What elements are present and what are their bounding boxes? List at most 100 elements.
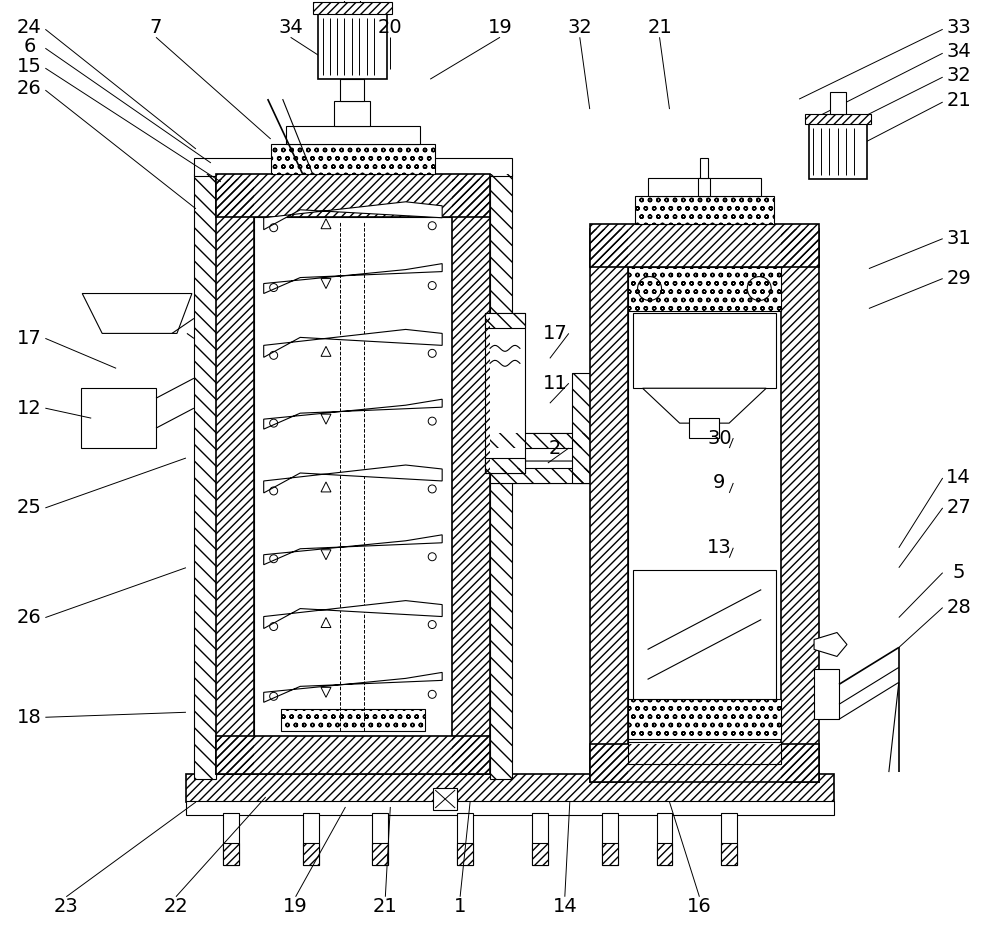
Polygon shape [264, 535, 442, 565]
Bar [700, 158, 708, 178]
Bar [271, 144, 435, 174]
Bar [216, 174, 490, 217]
Bar [809, 124, 867, 179]
Bar [490, 433, 590, 483]
Text: 18: 18 [17, 708, 42, 727]
Bar [433, 788, 457, 810]
Text: 1: 1 [454, 898, 466, 916]
Bar [223, 843, 239, 865]
Text: 12: 12 [17, 399, 42, 417]
Polygon shape [643, 388, 766, 423]
Bar [452, 179, 490, 774]
Text: 21: 21 [373, 898, 398, 916]
Polygon shape [321, 279, 331, 289]
Bar [657, 843, 672, 865]
Text: 26: 26 [17, 608, 42, 628]
Bar [781, 229, 819, 782]
Bar [698, 178, 710, 196]
Bar [721, 843, 737, 865]
Polygon shape [321, 550, 331, 560]
Bar [628, 700, 781, 739]
Bar [532, 843, 548, 865]
Text: 19: 19 [488, 18, 512, 37]
Bar [590, 229, 628, 782]
Bar [281, 709, 425, 732]
Bar [216, 179, 254, 774]
Text: 17: 17 [542, 324, 567, 343]
Text: 19: 19 [283, 898, 308, 916]
Text: 29: 29 [946, 269, 971, 288]
Bar [830, 92, 846, 114]
Bar [313, 3, 392, 14]
Bar [590, 744, 819, 782]
Bar [485, 313, 525, 328]
Bar [485, 458, 525, 473]
Bar [689, 418, 719, 438]
Text: 16: 16 [687, 898, 712, 916]
Polygon shape [321, 415, 331, 424]
Bar [216, 736, 490, 774]
Bar [485, 458, 525, 473]
Bar [81, 388, 156, 448]
Bar [590, 224, 819, 266]
Bar [721, 813, 737, 865]
Bar [254, 217, 452, 736]
Bar [590, 744, 819, 782]
Bar [372, 843, 388, 865]
Polygon shape [321, 617, 331, 628]
Bar [223, 813, 239, 865]
Bar [657, 813, 672, 865]
Polygon shape [264, 202, 442, 230]
Bar [781, 229, 819, 782]
Bar [805, 114, 871, 124]
Text: 30: 30 [707, 429, 732, 447]
Bar [340, 79, 364, 101]
Bar [194, 158, 512, 175]
Bar [334, 101, 370, 126]
Bar [372, 813, 388, 865]
Text: 14: 14 [552, 898, 577, 916]
Bar [602, 843, 618, 865]
Bar [805, 114, 871, 124]
Bar [532, 843, 548, 865]
Bar [628, 700, 781, 739]
Text: 32: 32 [946, 66, 971, 84]
Bar [186, 801, 834, 815]
Bar [303, 843, 319, 865]
Bar [628, 742, 781, 764]
Bar [635, 196, 774, 224]
Polygon shape [321, 688, 331, 697]
Bar [457, 843, 473, 865]
Text: 9: 9 [713, 474, 726, 492]
Text: 21: 21 [647, 18, 672, 37]
Text: 23: 23 [54, 898, 79, 916]
Bar [281, 709, 425, 732]
Polygon shape [264, 673, 442, 703]
Text: 26: 26 [17, 79, 42, 98]
Bar [628, 266, 781, 311]
Text: 34: 34 [278, 18, 303, 37]
Bar [490, 468, 590, 483]
Bar [313, 3, 392, 14]
Bar [532, 813, 548, 865]
Bar [318, 14, 387, 79]
Bar [814, 670, 839, 719]
Bar [457, 813, 473, 865]
Text: 7: 7 [150, 18, 162, 37]
Polygon shape [264, 600, 442, 628]
Bar [633, 569, 776, 700]
Bar [286, 126, 420, 144]
Bar [223, 843, 239, 865]
Polygon shape [264, 400, 442, 429]
Text: 6: 6 [23, 37, 36, 55]
Bar [590, 224, 819, 266]
Text: 11: 11 [542, 373, 567, 393]
Bar [490, 433, 590, 448]
Bar [271, 144, 435, 174]
Text: 14: 14 [946, 468, 971, 488]
Bar [216, 736, 490, 774]
Bar [490, 468, 590, 483]
Bar [216, 179, 254, 774]
Text: 17: 17 [17, 329, 42, 348]
Text: 22: 22 [164, 898, 188, 916]
